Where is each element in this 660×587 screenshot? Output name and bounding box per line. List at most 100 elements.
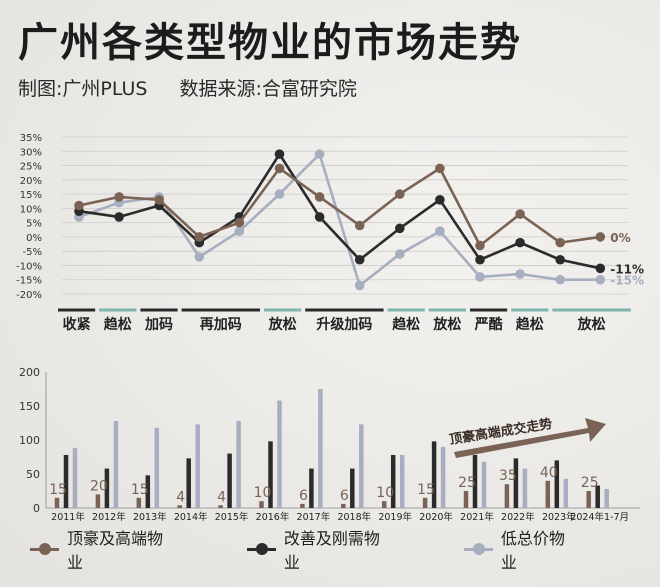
- bar-improve-0: [63, 454, 69, 508]
- x-tick-label: 2011年: [51, 511, 85, 523]
- legend-swatch: [30, 542, 59, 555]
- bar-value-label: 4: [217, 489, 226, 505]
- y-tick-label: -20%: [16, 290, 42, 301]
- bar-low-4: [236, 420, 241, 508]
- legend-swatch: [463, 542, 493, 555]
- data-point-low-3: [194, 252, 205, 262]
- y-tick-label: 0%: [26, 233, 42, 244]
- legend-item-luxury: 顶豪及高端物业: [30, 525, 175, 573]
- x-tick-label: 2016年: [256, 511, 290, 523]
- bar-luxury-13: [586, 491, 591, 508]
- bar-value-label: 15: [131, 482, 149, 498]
- y-tick-label: -10%: [16, 261, 42, 272]
- bar-luxury-6: [300, 503, 305, 508]
- bar-low-0: [72, 448, 78, 508]
- bar-luxury-3: [177, 505, 182, 508]
- bar-luxury-5: [259, 501, 264, 508]
- x-tick-label: 2019年: [378, 511, 412, 523]
- y-tick-label: 200: [19, 366, 40, 379]
- bar-luxury-10: [463, 491, 469, 508]
- bar-luxury-7: [341, 503, 346, 508]
- data-point-luxury-9: [435, 163, 445, 174]
- phase-label: 升级加码: [316, 316, 372, 333]
- data-point-improve-8: [395, 223, 405, 234]
- legend-swatch: [246, 542, 276, 555]
- bar-improve-2: [145, 475, 151, 508]
- data-point-luxury-6: [314, 192, 325, 202]
- chart-title: 广州各类型物业的市场走势: [18, 20, 522, 66]
- data-point-improve-9: [435, 195, 445, 205]
- data-point-luxury-8: [395, 189, 405, 199]
- x-tick-label: 2015年: [215, 511, 249, 523]
- bar-improve-9: [431, 441, 437, 508]
- data-point-low-9: [435, 226, 445, 236]
- data-point-improve-12: [555, 254, 565, 265]
- bar-low-12: [563, 478, 569, 508]
- y-tick-label: 50: [26, 468, 40, 481]
- x-tick-label: 2024年1-7月: [570, 511, 629, 523]
- y-tick-label: 150: [19, 400, 40, 413]
- series-line-luxury: [78, 167, 601, 247]
- bar-luxury-0: [54, 497, 60, 508]
- y-tick-label: 20%: [20, 176, 42, 187]
- bar-luxury-1: [95, 494, 101, 508]
- data-point-low-6: [314, 149, 325, 159]
- y-tick-label: 10%: [20, 204, 42, 215]
- end-label-low: -15%: [610, 274, 644, 288]
- data-point-low-4: [234, 226, 245, 236]
- data-point-luxury-7: [354, 220, 365, 231]
- end-label-luxury: 0%: [610, 231, 630, 245]
- bar-improve-10: [472, 454, 478, 508]
- bar-luxury-11: [504, 484, 510, 508]
- phase-label: 放松: [432, 316, 461, 333]
- data-point-low-10: [475, 272, 485, 282]
- legend-item-low: 低总价物业: [463, 525, 578, 573]
- end-label-improve: -11%: [610, 262, 644, 276]
- bar-value-label: 20: [90, 478, 108, 494]
- phase-label: 再加码: [200, 317, 242, 333]
- legend-label: 顶豪及高端物业: [66, 529, 163, 572]
- bar-improve-8: [390, 454, 396, 508]
- data-point-luxury-0: [74, 200, 84, 211]
- data-point-improve-1: [114, 212, 124, 222]
- data-point-low-12: [555, 274, 565, 285]
- chart-subtitle: 制图:广州PLUS 数据来源:合富研究院: [18, 74, 357, 101]
- data-point-luxury-5: [274, 163, 285, 174]
- bar-improve-3: [186, 458, 191, 508]
- bar-luxury-12: [545, 480, 551, 508]
- data-point-improve-10: [475, 254, 485, 265]
- data-point-low-13: [595, 274, 606, 285]
- y-tick-label: 0: [33, 502, 40, 515]
- source-text: 数据来源:合富研究院: [179, 78, 357, 100]
- bar-value-label: 25: [458, 475, 476, 491]
- y-tick-label: 35%: [20, 133, 42, 144]
- bar-value-label: 10: [376, 485, 394, 501]
- legend-label: 改善及刚需物业: [283, 529, 380, 572]
- y-tick-label: -15%: [16, 276, 42, 287]
- data-point-improve-6: [314, 212, 325, 222]
- bar-low-8: [399, 454, 405, 508]
- trend-annotation: 顶豪高端成交走势: [448, 416, 553, 448]
- x-tick-label: 2012年: [92, 511, 126, 523]
- x-tick-label: 2013年: [133, 511, 167, 523]
- bar-low-11: [522, 468, 528, 508]
- data-point-low-8: [395, 249, 405, 259]
- bar-improve-13: [595, 485, 600, 508]
- data-point-low-11: [515, 269, 525, 279]
- bar-luxury-8: [381, 501, 387, 508]
- bar-low-1: [113, 420, 119, 508]
- x-tick-label: 2017年: [297, 511, 331, 523]
- x-tick-label: 2018年: [337, 511, 371, 523]
- phase-label: 收紧: [63, 316, 91, 333]
- bar-low-10: [481, 461, 487, 508]
- phase-label: 放松: [577, 316, 606, 333]
- bar-value-label: 15: [417, 482, 435, 498]
- bar-improve-12: [554, 460, 560, 508]
- phase-label: 放松: [268, 316, 297, 333]
- data-point-luxury-12: [555, 237, 565, 248]
- x-tick-label: 2022年: [501, 511, 535, 523]
- y-tick-label: 5%: [26, 219, 42, 230]
- trend-arrow: [454, 418, 606, 458]
- phase-label: 加码: [144, 317, 173, 333]
- bar-value-label: 15: [49, 482, 67, 498]
